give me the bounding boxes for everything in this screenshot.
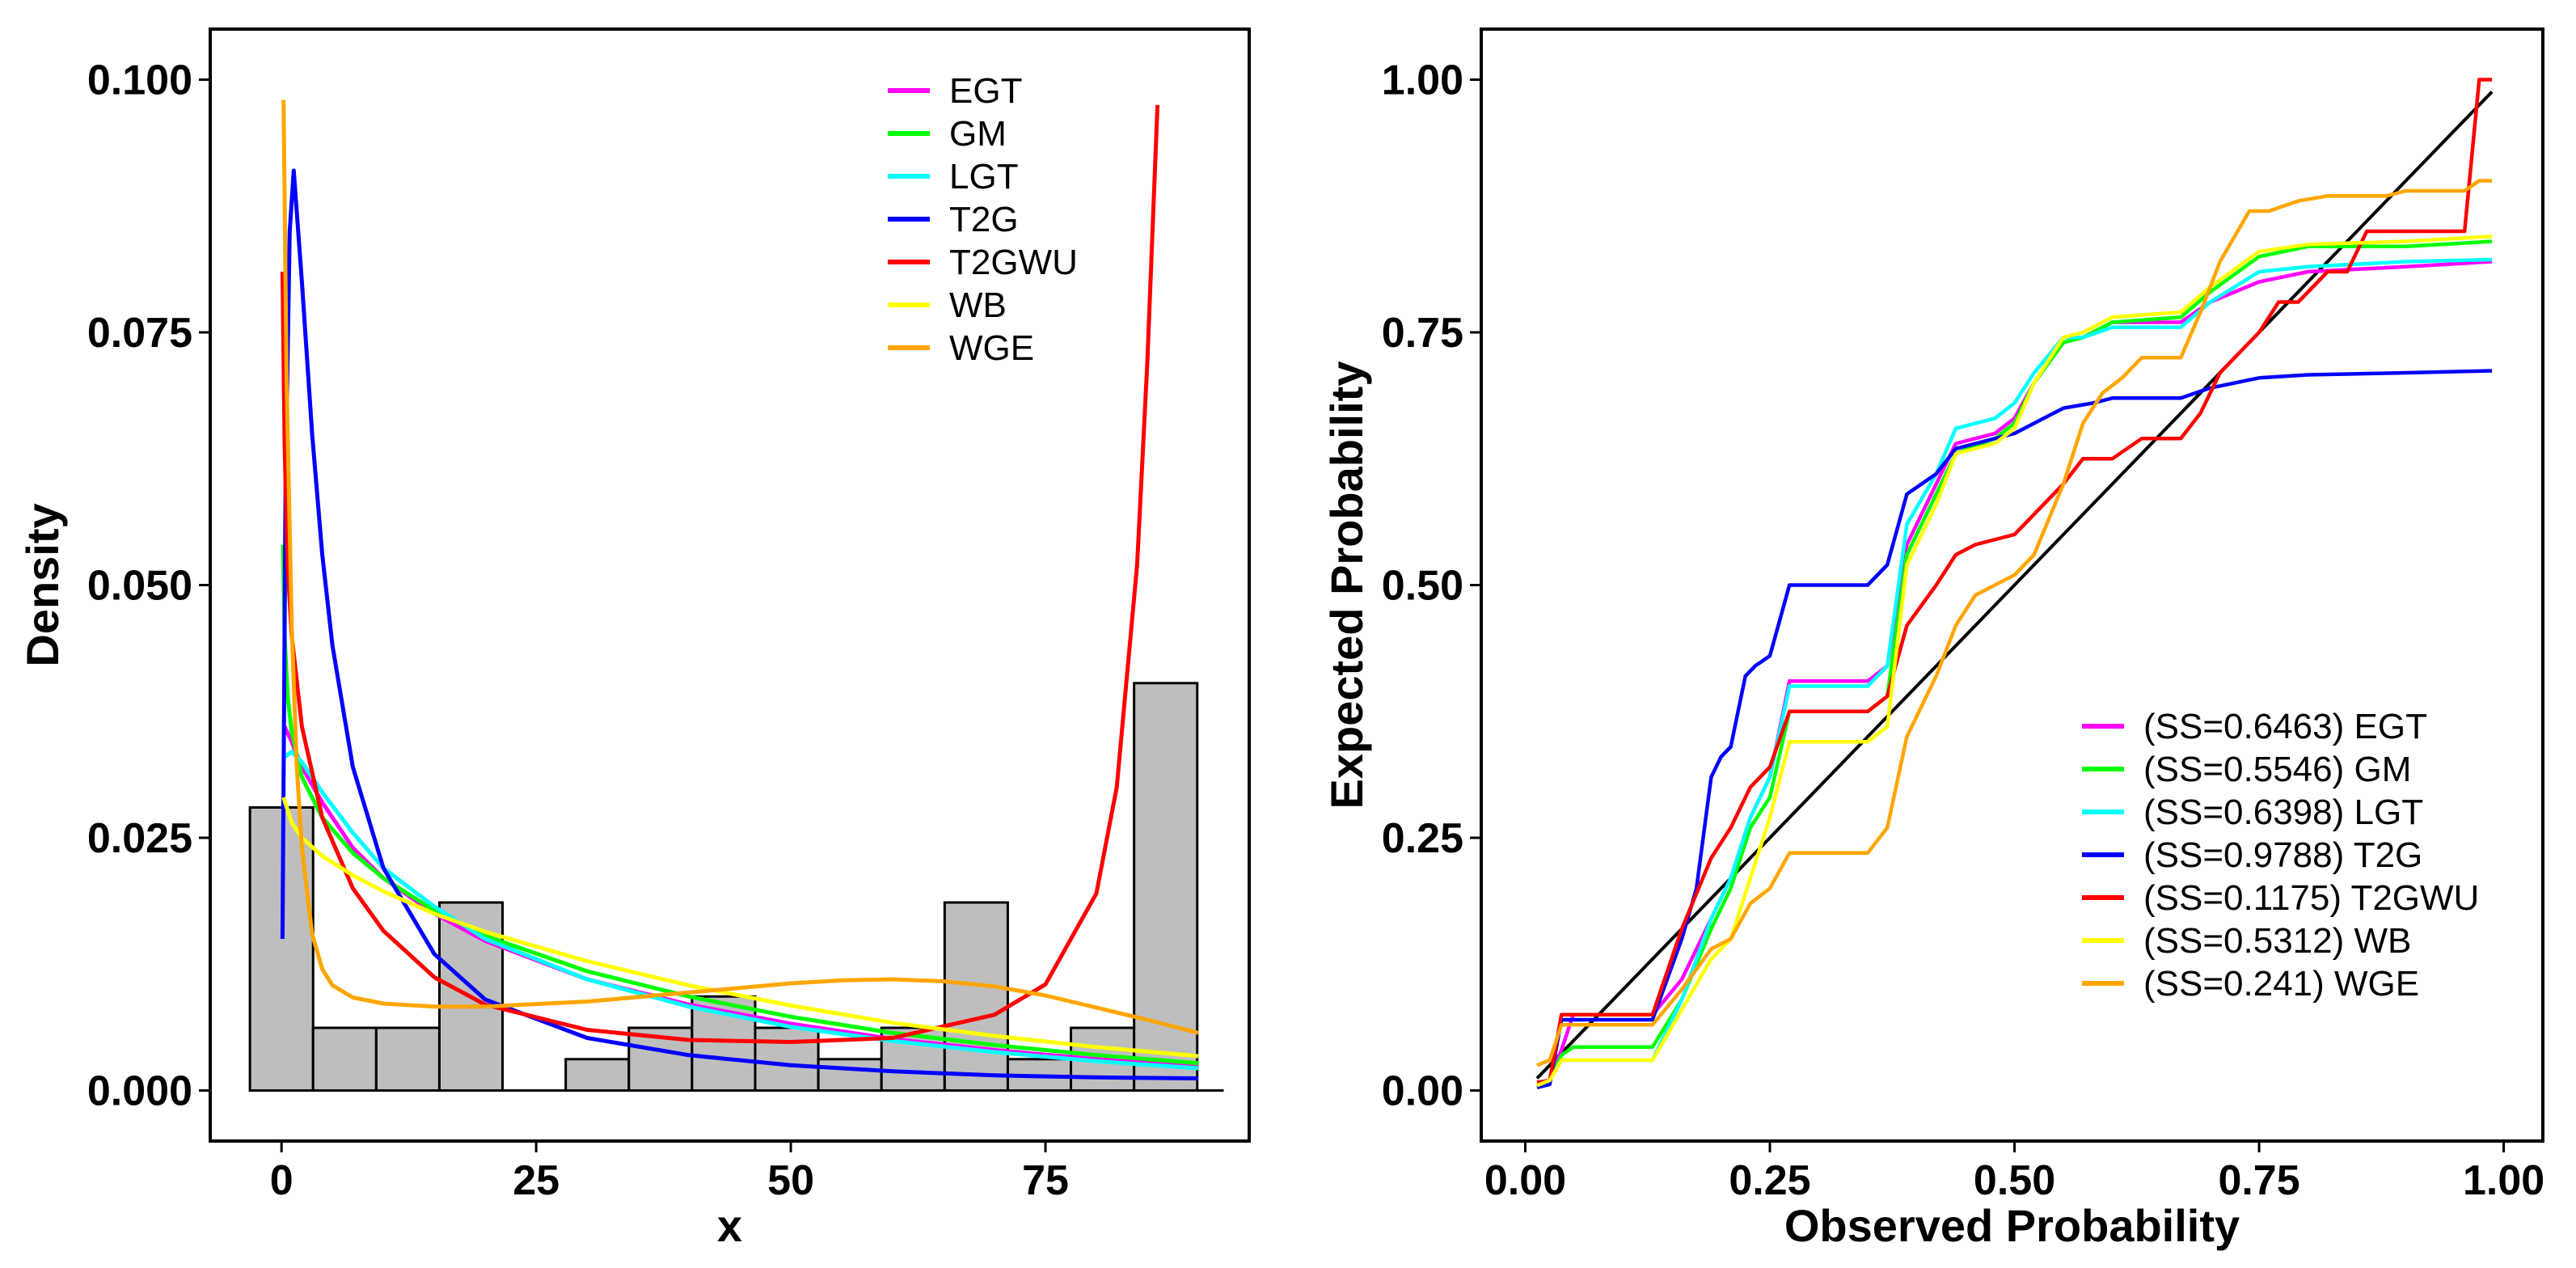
series-line-wb: [1536, 235, 2493, 1088]
x-axis-title: x: [717, 1200, 742, 1251]
y-tick-label: 0.25: [1382, 815, 1463, 862]
legend-label: LGT: [949, 157, 1019, 197]
pp-plot-panel: 0.00 0.25 0.50 0.75 1.00 0.00 0.25 0.50 0.75 1.00…: [1321, 27, 2544, 1251]
histogram-bar: [564, 1058, 631, 1092]
legend-label: T2GWU: [949, 243, 1078, 282]
histogram-bar: [374, 1026, 441, 1092]
x-tick-label: 1.00: [2463, 1157, 2544, 1204]
y-tick-label: 1.00: [1382, 57, 1463, 104]
density-panel: 0.000 0.025 0.050 0.075 0.100 0 25 50 75 x Density…: [17, 27, 1251, 1251]
legend-label: (SS=0.9788) T2G: [2143, 835, 2422, 875]
x-tick-label: 0: [270, 1157, 293, 1204]
legend-label: (SS=0.6398) LGT: [2143, 792, 2423, 832]
histogram-bar: [817, 1058, 883, 1092]
legend-label: EGT: [949, 71, 1022, 111]
x-tick-label: 0.00: [1484, 1157, 1566, 1204]
y-tick-label: 0.075: [87, 310, 192, 357]
series-line-gm: [1536, 239, 2493, 1088]
x-tick-label: 0.75: [2218, 1157, 2299, 1204]
legend: (SS=0.6463) EGT (SS=0.5546) GM(SS=0.6398)…: [2082, 707, 2479, 1004]
reference-line: [1535, 91, 2494, 1080]
series-line-wge: [281, 99, 1199, 1035]
plot-area: [248, 99, 1224, 1092]
legend-label: WGE: [949, 328, 1034, 368]
legend-label: (SS=0.6463) EGT: [2143, 707, 2427, 746]
y-tick-label: 0.50: [1382, 563, 1463, 610]
y-axis-title: Expected Probability: [1321, 361, 1372, 809]
series-line-lgt: [283, 750, 1199, 1071]
legend-label: (SS=0.5546) GM: [2143, 750, 2411, 789]
y-tick-label: 0.100: [87, 57, 192, 104]
x-tick-label: 0.50: [1974, 1157, 2055, 1204]
histogram-bar: [943, 901, 1009, 1092]
legend-label: (SS=0.1175) T2GWU: [2143, 878, 2479, 918]
x-tick-label: 25: [513, 1157, 560, 1204]
series-line-wb: [281, 797, 1199, 1059]
legend-label: (SS=0.241) WGE: [2143, 964, 2419, 1004]
x-axis-title: Observed Probability: [1784, 1200, 2240, 1251]
x-tick-label: 50: [767, 1157, 814, 1204]
histogram-bar: [754, 1026, 820, 1092]
series-line-gm: [281, 544, 1199, 1066]
legend-label: T2G: [949, 200, 1019, 239]
legend-label: GM: [949, 114, 1007, 154]
y-tick-label: 0.050: [87, 563, 192, 610]
y-axis-title: Density: [17, 503, 68, 666]
histogram-bar: [311, 1026, 378, 1092]
series-line-lgt: [1536, 257, 2493, 1088]
series-line-egt: [1536, 260, 2493, 1088]
legend-label: (SS=0.5312) WB: [2143, 921, 2411, 961]
x-tick-label: 75: [1022, 1157, 1069, 1204]
series-line-wge: [1536, 179, 2493, 1067]
series-line-t2gwu: [1536, 78, 2493, 1084]
legend-label: WB: [949, 285, 1007, 325]
series-line-t2g: [1536, 369, 2493, 1089]
y-tick-label: 0.025: [87, 815, 192, 862]
plot-frame: [209, 27, 1251, 1143]
y-tick-label: 0.000: [87, 1068, 192, 1115]
x-tick-label: 0.25: [1729, 1157, 1810, 1204]
series-line-t2g: [280, 168, 1199, 1080]
y-tick-label: 0.00: [1382, 1068, 1463, 1115]
plot-area: [1535, 78, 2494, 1089]
y-tick-label: 0.75: [1382, 310, 1463, 357]
